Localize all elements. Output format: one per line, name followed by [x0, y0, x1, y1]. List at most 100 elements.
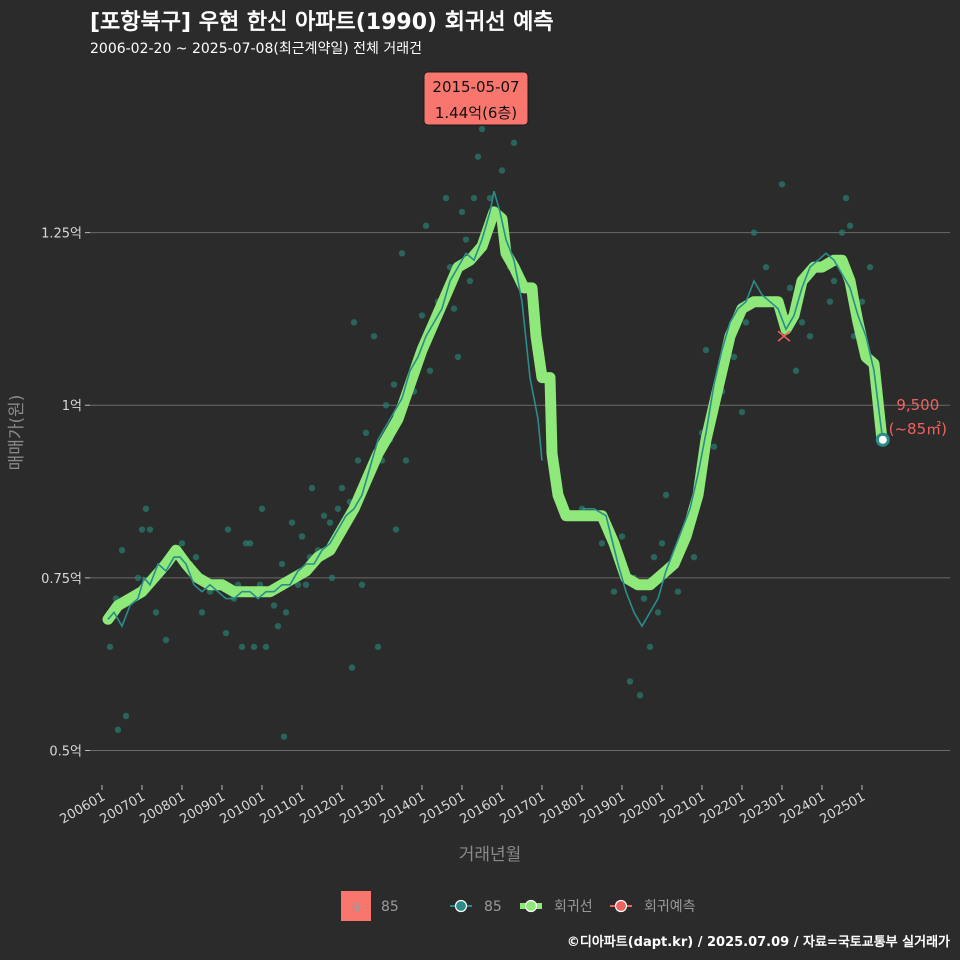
latest-point — [875, 432, 890, 447]
scatter-point — [690, 553, 698, 561]
scatter-point — [162, 636, 170, 644]
scatter-point — [270, 602, 278, 609]
scatter-point — [498, 167, 506, 174]
scatter-point — [308, 484, 316, 492]
scatter-point — [662, 491, 670, 499]
scatter-point — [122, 712, 130, 720]
series-lines — [102, 190, 888, 629]
scatter-point — [134, 574, 142, 582]
scatter-point — [792, 367, 800, 374]
scatter-point — [288, 519, 296, 526]
scatter-point — [426, 367, 434, 374]
scatter-point — [390, 381, 398, 388]
x-tick-label: 202001 — [618, 789, 668, 827]
grid-lines — [90, 232, 950, 751]
legend-item-label: 회귀예측 — [644, 899, 696, 915]
scatter-point — [866, 263, 874, 271]
y-tick-label: 1억 — [62, 399, 82, 414]
legend-item-label: 85 — [484, 899, 502, 915]
scatter-point — [458, 208, 466, 216]
x-tick-label: 201001 — [218, 789, 268, 827]
x-tick-label: 202501 — [818, 789, 868, 827]
x-tick-label: 200901 — [178, 789, 228, 827]
series-85-line — [107, 190, 543, 629]
scatter-point — [830, 277, 838, 285]
scatter-point — [650, 553, 658, 561]
chart-title: [포항북구] 우현 한신 아파트(1990) 회귀선 예측 — [90, 10, 554, 35]
scatter-point — [146, 526, 154, 533]
scatter-point — [258, 505, 266, 513]
x-tick-label: 201201 — [298, 789, 348, 827]
scatter-point — [474, 153, 482, 160]
legend-fill-swatch — [341, 891, 371, 921]
y-axis-title: 매매가(원) — [7, 395, 27, 471]
scatter-point — [658, 540, 666, 547]
scatter-point — [640, 595, 648, 602]
tooltip-price: 1.44억(6층) — [435, 104, 517, 122]
x-tick-label: 201401 — [378, 789, 428, 827]
x-tick-label: 202401 — [778, 789, 828, 827]
scatter-point — [238, 643, 246, 651]
scatter-point — [842, 194, 850, 202]
x-tick-label: 201601 — [458, 789, 508, 827]
scatter-point — [262, 643, 270, 651]
scatter-point — [730, 353, 738, 361]
latest-price-label: 9,500 — [896, 396, 939, 414]
scatter-point — [702, 346, 710, 354]
scatter-point — [350, 319, 358, 326]
scatter-point — [178, 540, 186, 547]
scatter-point — [674, 588, 682, 595]
legend: a 85 85 회귀선 회귀예측 — [341, 891, 696, 921]
scatter-point — [222, 629, 230, 637]
scatter-point — [224, 526, 232, 533]
scatter-point — [510, 139, 518, 147]
scatter-point — [450, 305, 458, 312]
x-tick-label: 201901 — [578, 789, 628, 827]
scatter-point — [294, 581, 302, 588]
scatter-point — [422, 222, 430, 229]
y-tick-label: 1.25억 — [41, 227, 82, 242]
markers: 9,500 (~85㎡) 2015-05-07 1.44억(6층) — [423, 71, 947, 447]
scatter-point — [328, 574, 336, 582]
scatter-point — [320, 512, 328, 519]
scatter-point — [626, 678, 634, 685]
scatter-point — [838, 229, 846, 236]
legend-key-point — [614, 899, 628, 913]
x-tick-label: 201501 — [418, 789, 468, 827]
legend-fill-label: 85 — [381, 899, 399, 915]
scatter-point — [478, 125, 486, 133]
scatter-point — [598, 540, 606, 547]
scatter-point — [402, 457, 410, 464]
scatter-point — [302, 581, 310, 588]
scatter-point — [362, 429, 370, 437]
scatter-point — [636, 692, 644, 699]
scatter-point — [348, 664, 356, 671]
scatter-point — [418, 312, 426, 319]
legend-key-point — [524, 899, 538, 913]
scatter-point — [280, 733, 288, 740]
latest-area-label: (~85㎡) — [889, 420, 947, 438]
chart-subtitle: 2006-02-20 ~ 2025-07-08(최근계약일) 전체 거래건 — [90, 41, 422, 57]
scatter-point — [138, 526, 146, 533]
scatter-point — [114, 726, 122, 733]
scatter-point — [334, 505, 342, 513]
prediction-marker — [777, 330, 791, 342]
scatter-point — [152, 609, 160, 616]
tooltip-date: 2015-05-07 — [432, 78, 519, 96]
scatter-point — [374, 643, 382, 651]
scatter-point — [806, 332, 814, 340]
scatter-point — [370, 332, 378, 340]
scatter-point — [786, 284, 794, 292]
x-tick-label: 201701 — [498, 789, 548, 827]
x-tick-label: 202201 — [698, 789, 748, 827]
x-tick-label: 201301 — [338, 789, 388, 827]
scatter-point — [278, 560, 286, 568]
scatter-point — [610, 588, 618, 595]
scatter-point — [192, 553, 200, 561]
scatter-point — [246, 540, 254, 547]
x-tick-label: 201801 — [538, 789, 588, 827]
scatter-point — [198, 609, 206, 616]
scatter-point — [338, 484, 346, 492]
x-axis-title: 거래년월 — [459, 845, 522, 865]
